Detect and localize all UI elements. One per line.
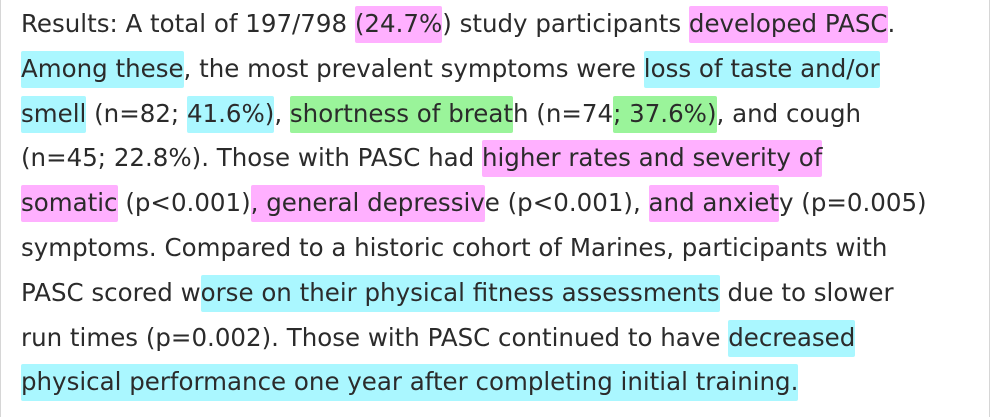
text-line: run times (p=0.002). Those with PASC con…	[21, 316, 981, 361]
green-highlight: shortness of breat	[289, 95, 513, 133]
pink-highlight: (24.7%	[354, 6, 443, 43]
text-segment: , and cough	[716, 98, 862, 128]
text-segment: Results: A total of 197/798	[21, 9, 355, 38]
results-paragraph: Results: A total of 197/798 (24.7%) stud…	[21, 2, 981, 405]
text-line: smell (n=82; 41.6%), shortness of breath…	[21, 92, 981, 137]
text-line: somatic (p<0.001), general depressive (p…	[21, 181, 981, 226]
cyan-highlight: decreased	[728, 319, 856, 357]
text-segment: (n=45; 22.8%). Those with PASC had	[21, 143, 482, 173]
cyan-highlight: orse on their physical fitness assessmen…	[200, 274, 720, 312]
text-line: symptoms. Compared to a historic cohort …	[21, 226, 981, 271]
pink-highlight: and anxiet	[648, 185, 779, 223]
text-segment: ,	[274, 98, 290, 128]
text-segment: (p<0.001)	[117, 188, 251, 218]
text-segment: (n=82;	[86, 98, 187, 128]
text-segment: e (p<0.001),	[484, 188, 649, 218]
pink-highlight: developed PASC	[688, 6, 888, 43]
cyan-highlight: physical performance one year after comp…	[21, 364, 799, 402]
pink-highlight: somatic	[21, 185, 118, 223]
text-segment: y (p=0.005)	[778, 188, 927, 218]
text-line: PASC scored worse on their physical fitn…	[21, 271, 981, 316]
text-segment: , the most prevalent symptoms were	[183, 53, 644, 83]
text-segment: run times (p=0.002). Those with PASC con…	[21, 322, 729, 352]
cyan-highlight: smell	[21, 95, 87, 133]
text-line: physical performance one year after comp…	[21, 360, 981, 405]
cyan-highlight: loss of taste and/or	[643, 50, 880, 88]
cyan-highlight: Among these	[21, 50, 184, 88]
cyan-highlight: 41.6%)	[186, 95, 275, 133]
text-line: Among these, the most prevalent symptoms…	[21, 47, 981, 92]
text-segment: due to slower	[719, 277, 894, 307]
text-segment: h (n=74	[512, 98, 614, 128]
text-line: (n=45; 22.8%). Those with PASC had highe…	[21, 136, 981, 181]
pink-highlight: , general depressiv	[250, 185, 485, 223]
text-segment: symptoms. Compared to a historic cohort …	[21, 232, 888, 262]
text-segment: .	[887, 9, 896, 38]
text-segment: PASC scored w	[21, 277, 201, 307]
text-line: Results: A total of 197/798 (24.7%) stud…	[21, 2, 981, 47]
green-highlight: ; 37.6%)	[613, 95, 717, 133]
text-segment: ) study participants	[442, 9, 689, 38]
pink-highlight: higher rates and severity of	[481, 140, 823, 178]
